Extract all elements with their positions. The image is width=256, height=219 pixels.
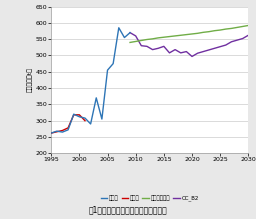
ベースライン	[145, 38, 148, 41]
実測値	[123, 36, 126, 39]
ベースライン	[168, 35, 171, 38]
実測値	[55, 130, 58, 132]
CC_B2	[140, 44, 143, 47]
CC_B2	[247, 34, 250, 37]
推定値	[78, 113, 81, 116]
CC_B2	[168, 51, 171, 54]
ベースライン	[162, 36, 165, 39]
ベースライン	[185, 33, 188, 36]
実測値	[106, 69, 109, 71]
CC_B2	[157, 47, 160, 50]
CC_B2	[196, 52, 199, 55]
推定値	[67, 127, 70, 129]
推定値	[83, 119, 87, 122]
Text: 図1　カンボジアの雨期作米の生産量: 図1 カンボジアの雨期作米の生産量	[89, 206, 167, 215]
CC_B2	[179, 51, 182, 54]
CC_B2	[134, 35, 137, 37]
ベースライン	[247, 24, 250, 27]
ベースライン	[174, 35, 177, 37]
Line: ベースライン: ベースライン	[130, 25, 248, 42]
ベースライン	[236, 26, 239, 29]
ベースライン	[213, 29, 216, 32]
CC_B2	[230, 41, 233, 43]
CC_B2	[241, 37, 244, 40]
推定値	[55, 131, 58, 133]
推定値	[61, 129, 64, 132]
ベースライン	[224, 28, 227, 30]
CC_B2	[190, 55, 194, 58]
ベースライン	[196, 32, 199, 35]
実測値	[117, 26, 120, 29]
実測値	[78, 115, 81, 118]
Line: 実測値: 実測値	[51, 28, 130, 133]
CC_B2	[162, 45, 165, 48]
実測値	[50, 132, 53, 134]
ベースライン	[129, 41, 132, 44]
ベースライン	[157, 37, 160, 39]
CC_B2	[236, 39, 239, 41]
Legend: 実測値, 推定値, ベースライン, CC_B2: 実測値, 推定値, ベースライン, CC_B2	[99, 193, 201, 203]
ベースライン	[151, 37, 154, 40]
Line: CC_B2: CC_B2	[130, 33, 248, 57]
CC_B2	[202, 50, 205, 53]
実測値	[95, 97, 98, 99]
ベースライン	[207, 30, 210, 33]
実測値	[112, 62, 115, 65]
CC_B2	[129, 31, 132, 34]
ベースライン	[219, 29, 222, 31]
CC_B2	[145, 45, 148, 48]
実測値	[83, 117, 87, 119]
推定値	[50, 132, 53, 134]
CC_B2	[174, 48, 177, 51]
Line: 推定値: 推定値	[51, 115, 85, 133]
ベースライン	[241, 25, 244, 28]
実測値	[89, 123, 92, 125]
ベースライン	[230, 27, 233, 30]
ベースライン	[179, 34, 182, 37]
ベースライン	[140, 39, 143, 42]
実測値	[129, 31, 132, 34]
ベースライン	[190, 33, 194, 35]
実測値	[72, 113, 75, 115]
CC_B2	[151, 48, 154, 51]
CC_B2	[185, 50, 188, 53]
CC_B2	[207, 49, 210, 51]
Y-axis label: 生産量（万t）: 生産量（万t）	[27, 67, 33, 92]
CC_B2	[213, 47, 216, 50]
実測値	[61, 131, 64, 133]
実測値	[67, 129, 70, 131]
CC_B2	[219, 45, 222, 48]
ベースライン	[202, 31, 205, 34]
推定値	[72, 113, 75, 116]
CC_B2	[224, 44, 227, 46]
ベースライン	[134, 40, 137, 43]
実測値	[100, 118, 103, 120]
